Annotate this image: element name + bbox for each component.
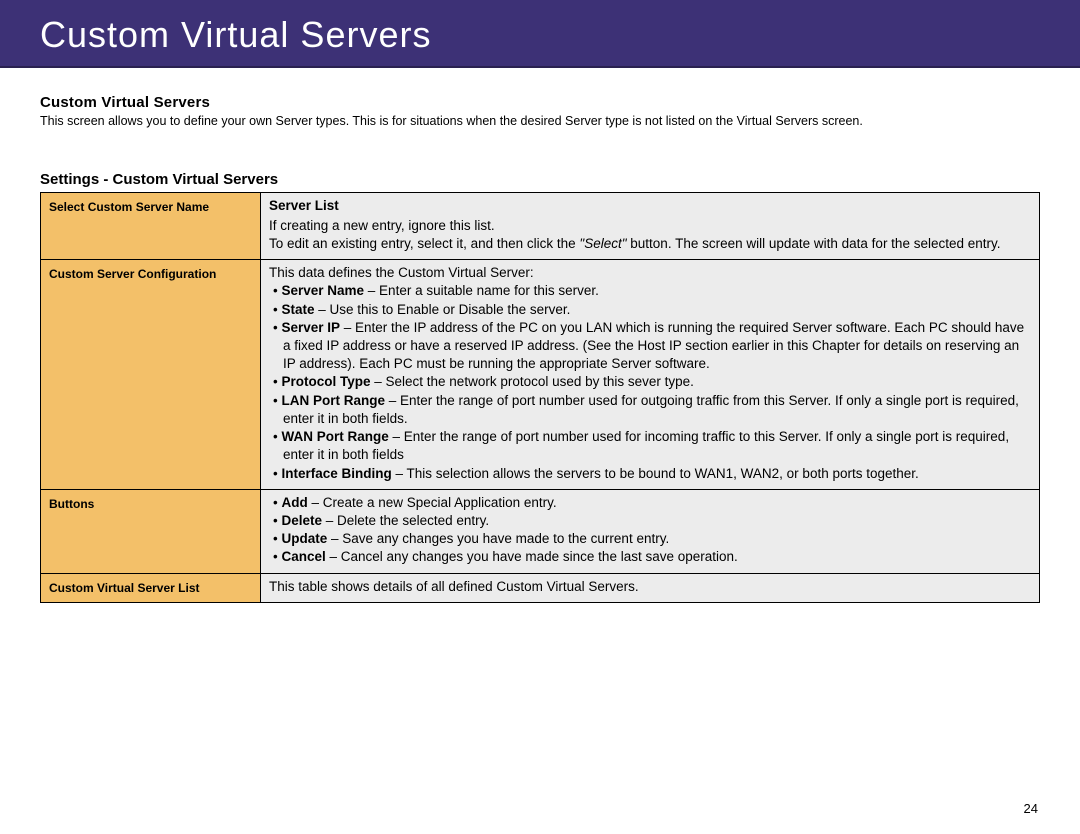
- page-banner: Custom Virtual Servers: [0, 0, 1080, 68]
- server-list-select-emphasis: "Select": [579, 236, 626, 251]
- row-label-server-name: Select Custom Server Name: [41, 192, 261, 260]
- row-desc-list: This table shows details of all defined …: [261, 573, 1040, 602]
- term-desc: – Cancel any changes you have made since…: [326, 549, 738, 564]
- list-item: Server IP – Enter the IP address of the …: [269, 319, 1031, 374]
- list-item: Cancel – Cancel any changes you have mad…: [269, 548, 1031, 566]
- table-row: Buttons Add – Create a new Special Appli…: [41, 489, 1040, 573]
- term-desc: – Select the network protocol used by th…: [371, 374, 694, 389]
- term-desc: – Enter a suitable name for this server.: [364, 283, 599, 298]
- term-desc: – Use this to Enable or Disable the serv…: [315, 302, 571, 317]
- term: Cancel: [281, 549, 325, 564]
- server-list-line2-pre: To edit an existing entry, select it, an…: [269, 236, 579, 251]
- row-desc-buttons: Add – Create a new Special Application e…: [261, 489, 1040, 573]
- page-content: Custom Virtual Servers This screen allow…: [0, 68, 1080, 603]
- list-item: Server Name – Enter a suitable name for …: [269, 282, 1031, 300]
- table-row: Custom Server Configuration This data de…: [41, 260, 1040, 490]
- term-desc: – Enter the IP address of the PC on you …: [283, 320, 1024, 371]
- list-item: WAN Port Range – Enter the range of port…: [269, 428, 1031, 464]
- table-row: Custom Virtual Server List This table sh…: [41, 573, 1040, 602]
- term: Add: [281, 495, 307, 510]
- buttons-bullet-list: Add – Create a new Special Application e…: [269, 494, 1031, 567]
- term-desc: – This selection allows the servers to b…: [392, 466, 919, 481]
- settings-table: Select Custom Server Name Server List If…: [40, 192, 1040, 603]
- page-number: 24: [1024, 801, 1038, 816]
- list-item: Interface Binding – This selection allow…: [269, 465, 1031, 483]
- server-list-line2-post: button. The screen will update with data…: [627, 236, 1001, 251]
- term: Protocol Type: [281, 374, 370, 389]
- section-intro: This screen allows you to define your ow…: [40, 113, 1040, 131]
- term-desc: – Create a new Special Application entry…: [308, 495, 557, 510]
- row-label-list: Custom Virtual Server List: [41, 573, 261, 602]
- row-desc-config: This data defines the Custom Virtual Ser…: [261, 260, 1040, 490]
- list-item: Update – Save any changes you have made …: [269, 530, 1031, 548]
- server-list-line1: If creating a new entry, ignore this lis…: [269, 217, 1031, 235]
- term: Interface Binding: [281, 466, 391, 481]
- list-item: Delete – Delete the selected entry.: [269, 512, 1031, 530]
- section-title: Custom Virtual Servers: [40, 94, 1040, 111]
- config-intro: This data defines the Custom Virtual Ser…: [269, 264, 1031, 282]
- term: Delete: [281, 513, 322, 528]
- term: LAN Port Range: [281, 393, 385, 408]
- table-row: Select Custom Server Name Server List If…: [41, 192, 1040, 260]
- config-bullet-list: Server Name – Enter a suitable name for …: [269, 282, 1031, 482]
- server-list-line2: To edit an existing entry, select it, an…: [269, 235, 1031, 253]
- term: Server IP: [281, 320, 340, 335]
- list-item: Protocol Type – Select the network proto…: [269, 373, 1031, 391]
- banner-title: Custom Virtual Servers: [40, 14, 1040, 56]
- term-desc: – Save any changes you have made to the …: [327, 531, 669, 546]
- row-label-config: Custom Server Configuration: [41, 260, 261, 490]
- list-item: State – Use this to Enable or Disable th…: [269, 301, 1031, 319]
- term-desc: – Enter the range of port number used fo…: [283, 429, 1009, 462]
- term: State: [281, 302, 314, 317]
- server-list-heading: Server List: [269, 197, 1031, 215]
- row-label-buttons: Buttons: [41, 489, 261, 573]
- table-title: Settings - Custom Virtual Servers: [40, 171, 1040, 188]
- list-item: LAN Port Range – Enter the range of port…: [269, 392, 1031, 428]
- term-desc: – Enter the range of port number used fo…: [283, 393, 1019, 426]
- term-desc: – Delete the selected entry.: [322, 513, 489, 528]
- list-item: Add – Create a new Special Application e…: [269, 494, 1031, 512]
- term: WAN Port Range: [281, 429, 388, 444]
- term: Update: [281, 531, 327, 546]
- row-desc-server-list: Server List If creating a new entry, ign…: [261, 192, 1040, 260]
- term: Server Name: [281, 283, 364, 298]
